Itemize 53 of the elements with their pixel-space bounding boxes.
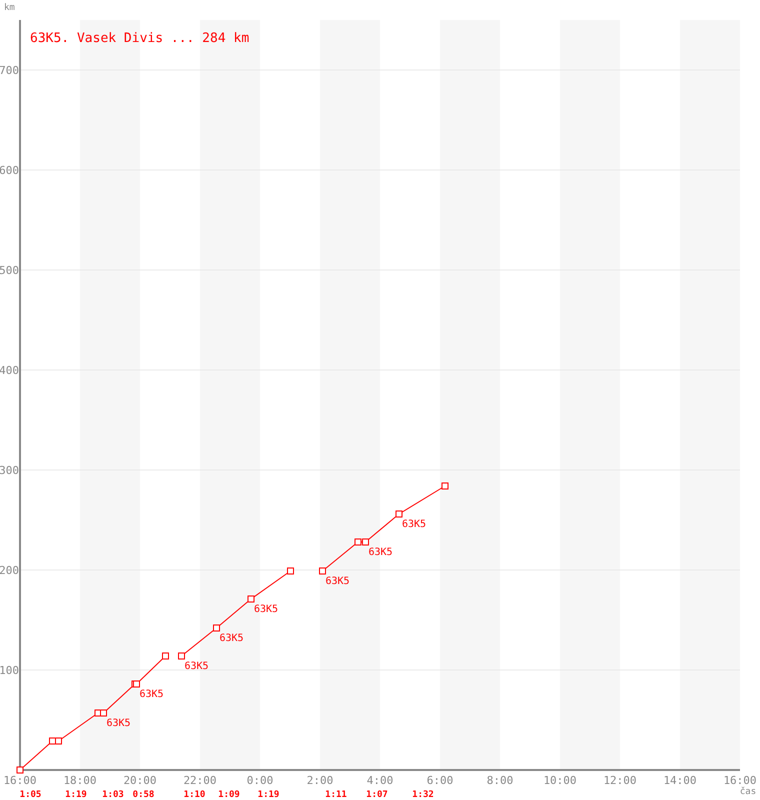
point <box>248 596 254 602</box>
y-tick-label: 400 <box>0 364 19 377</box>
x-tick-label: 0:00 <box>246 774 274 787</box>
annotation: 63K5 <box>140 689 164 700</box>
y-tick-label: 700 <box>0 64 19 77</box>
text: 1:09 <box>218 790 240 800</box>
y-tick-label: 100 <box>0 664 19 677</box>
point <box>16 766 24 774</box>
x-tick-label: 2:00 <box>306 774 334 787</box>
annotation: 63K5 <box>254 604 278 615</box>
point <box>354 538 362 546</box>
point <box>362 538 369 546</box>
x-tick-label: 16:00 <box>723 774 757 787</box>
text: 1:10 <box>184 790 206 800</box>
x-tick-label: 20:00 <box>123 774 157 787</box>
text: 1:19 <box>65 790 87 800</box>
x-tick-label: 4:00 <box>366 774 394 787</box>
text: 1:03 <box>102 790 124 800</box>
annotation: 63K5 <box>402 519 426 530</box>
y-tick-label: 500 <box>0 264 19 277</box>
point <box>100 710 107 716</box>
point <box>442 482 448 490</box>
annotation: 63K5 <box>106 718 131 729</box>
point <box>396 510 402 518</box>
point <box>287 568 294 574</box>
y-tick-label: 300 <box>0 464 19 477</box>
x-tick-label: 6:00 <box>426 774 454 787</box>
point <box>178 652 185 660</box>
annotation: 63K5 <box>220 633 244 644</box>
y-tick-label: 200 <box>0 564 19 577</box>
x-tick-label: 10:00 <box>543 774 577 787</box>
text: 0:58 <box>132 790 154 800</box>
annotation: 63K5 <box>368 547 393 558</box>
text: 1:19 <box>258 790 280 800</box>
point <box>162 652 169 660</box>
text: 1:05 <box>20 790 42 800</box>
x-tick-label: 22:00 <box>183 774 217 787</box>
x-tick-label: 18:00 <box>63 774 97 787</box>
text: 1:32 <box>412 790 434 800</box>
x-tick-label: 14:00 <box>663 774 697 787</box>
x-tick-label: 16:00 <box>3 774 37 787</box>
x-axis-title: čas <box>740 786 756 797</box>
point <box>319 568 326 574</box>
text: 63K5. Vasek Divis ... 284 km <box>30 31 250 46</box>
y-tick-label: 600 <box>0 164 19 177</box>
point <box>213 624 220 632</box>
y-axis-title: km <box>4 3 15 13</box>
annotation: 63K5 <box>184 661 209 672</box>
x-tick-label: 12:00 <box>603 774 637 787</box>
annotation: 63K5 <box>326 576 350 587</box>
x-tick-label: 8:00 <box>486 774 514 787</box>
text: 1:07 <box>366 790 388 800</box>
text: 1:11 <box>325 790 347 800</box>
